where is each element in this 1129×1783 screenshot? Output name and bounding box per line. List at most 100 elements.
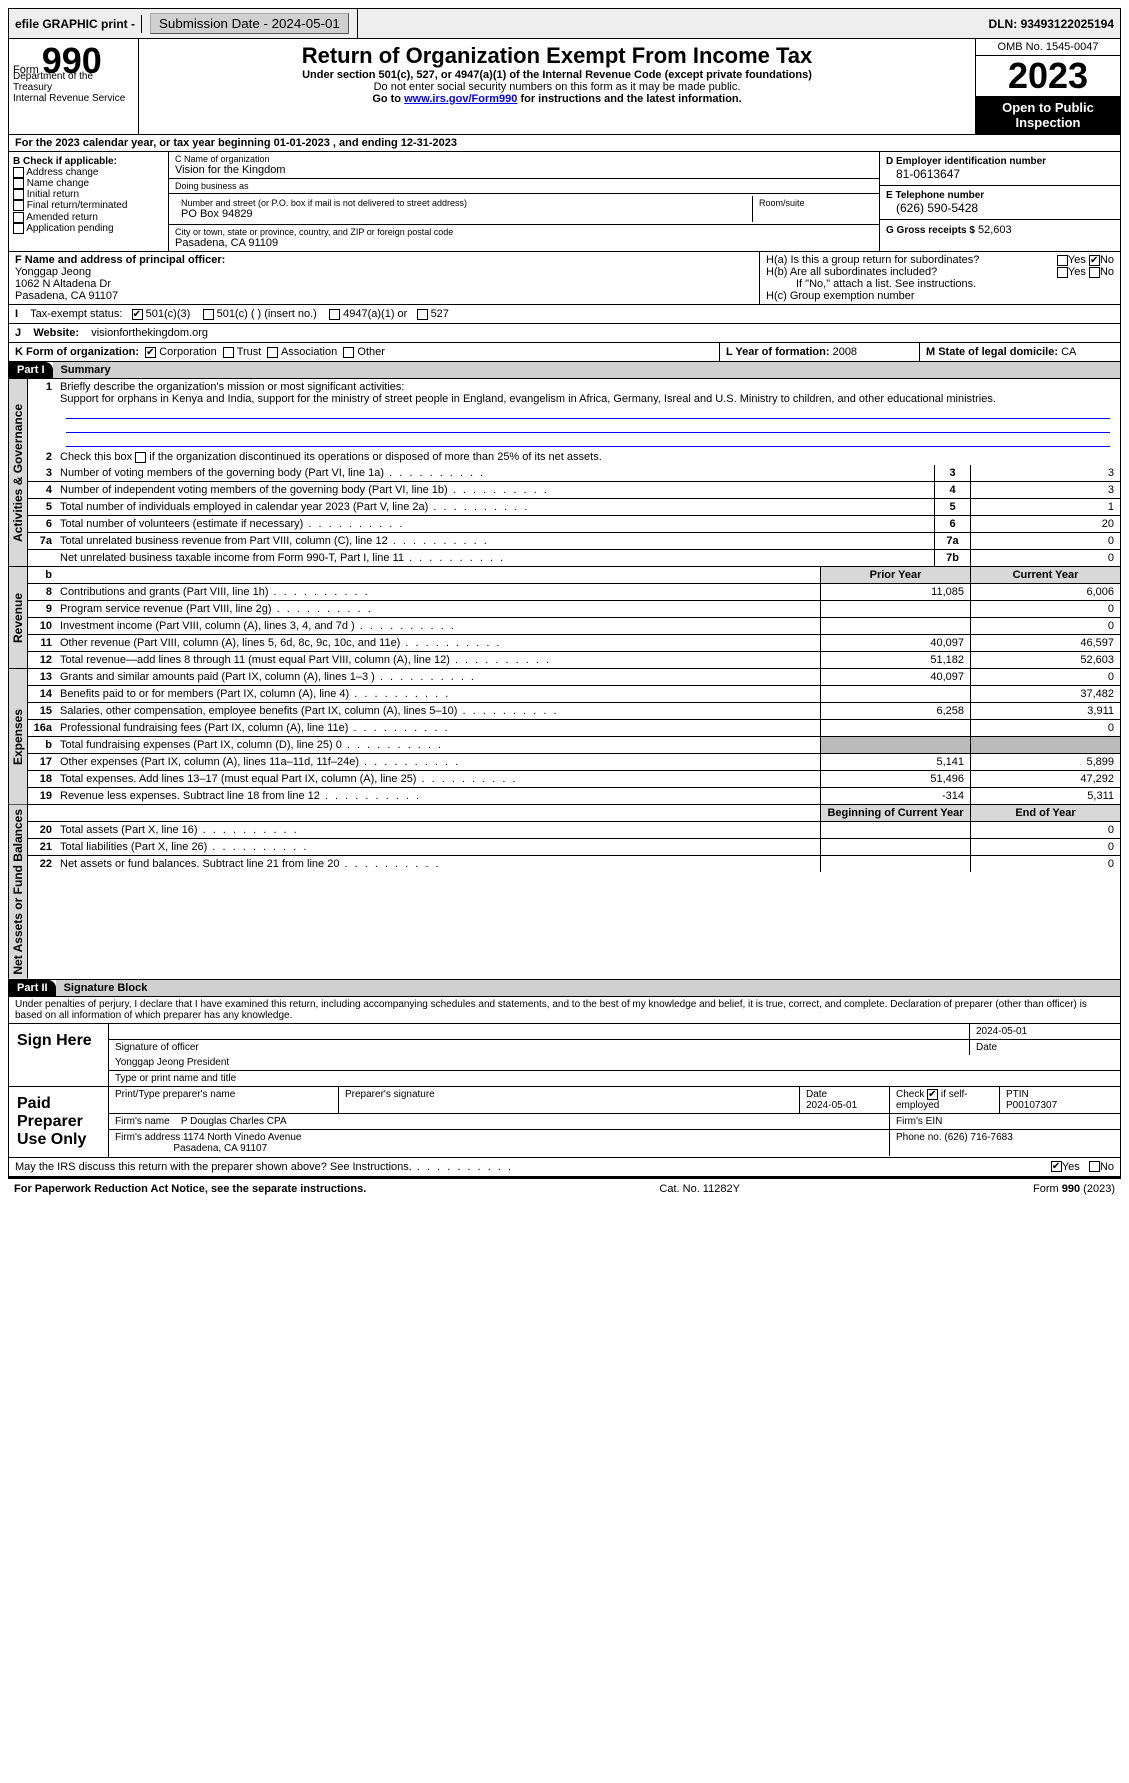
form-title: Return of Organization Exempt From Incom… xyxy=(143,43,971,69)
phone-value: (626) 590-5428 xyxy=(886,201,1114,215)
table-row: 19Revenue less expenses. Subtract line 1… xyxy=(28,788,1120,804)
officer-addr2: Pasadena, CA 91107 xyxy=(15,290,753,302)
table-row: 4Number of independent voting members of… xyxy=(28,482,1120,499)
goto-link-row: Go to www.irs.gov/Form990 for instructio… xyxy=(143,93,971,105)
section-c: C Name of organization Vision for the Ki… xyxy=(169,152,880,251)
corp-checkbox[interactable] xyxy=(145,347,156,358)
discuss-row: May the IRS discuss this return with the… xyxy=(8,1158,1121,1177)
section-b-checkbox[interactable] xyxy=(13,189,24,200)
section-b-item: Final return/terminated xyxy=(13,200,164,211)
table-row: 10Investment income (Part VIII, column (… xyxy=(28,618,1120,635)
efile-label: efile GRAPHIC print - xyxy=(9,15,142,33)
section-b-item: Name change xyxy=(13,178,164,189)
year-formation: 2008 xyxy=(833,346,857,358)
dln-cell: DLN: 93493122025194 xyxy=(983,15,1120,33)
table-row: 22Net assets or fund balances. Subtract … xyxy=(28,856,1120,872)
section-b-checkbox[interactable] xyxy=(13,223,24,234)
section-f: F Name and address of principal officer:… xyxy=(9,252,760,304)
ha-label: H(a) Is this a group return for subordin… xyxy=(766,254,979,266)
footer-cat: Cat. No. 11282Y xyxy=(659,1183,740,1195)
501c3-checkbox[interactable] xyxy=(132,309,143,320)
omb-number: OMB No. 1545-0047 xyxy=(976,39,1120,56)
hb-yes-checkbox[interactable] xyxy=(1057,267,1068,278)
open-public-badge: Open to Public Inspection xyxy=(976,96,1120,134)
section-h: H(a) Is this a group return for subordin… xyxy=(760,252,1120,304)
dba-label: Doing business as xyxy=(175,181,873,191)
hc-label: H(c) Group exemption number xyxy=(766,290,1114,302)
table-row: 15Salaries, other compensation, employee… xyxy=(28,703,1120,720)
name-title-label: Type or print name and title xyxy=(109,1071,1120,1086)
ha-yes-checkbox[interactable] xyxy=(1057,255,1068,266)
irs-link[interactable]: www.irs.gov/Form990 xyxy=(404,93,517,105)
line-a: For the 2023 calendar year, or tax year … xyxy=(8,135,1121,152)
begin-year-header: Beginning of Current Year xyxy=(820,805,970,821)
city-label: City or town, state or province, country… xyxy=(175,227,873,237)
ha-no-checkbox[interactable] xyxy=(1089,255,1100,266)
trust-checkbox[interactable] xyxy=(223,347,234,358)
gross-receipts-value: 52,603 xyxy=(978,224,1012,236)
row-j: J Website: visionforthekingdom.org xyxy=(8,324,1121,343)
hb-no-checkbox[interactable] xyxy=(1089,267,1100,278)
section-b-header: B Check if applicable: xyxy=(13,156,164,167)
org-name: Vision for the Kingdom xyxy=(175,164,873,176)
officer-name: Yonggap Jeong xyxy=(15,266,753,278)
other-checkbox[interactable] xyxy=(343,347,354,358)
part1-title: Summary xyxy=(53,362,1120,378)
table-row: 20Total assets (Part X, line 16)0 xyxy=(28,822,1120,839)
sig-officer-label: Signature of officer xyxy=(109,1040,970,1055)
section-b-checkbox[interactable] xyxy=(13,167,24,178)
section-b: B Check if applicable: Address change Na… xyxy=(9,152,169,251)
tax-year: 2023 xyxy=(976,56,1120,96)
501c-checkbox[interactable] xyxy=(203,309,214,320)
table-row: 8Contributions and grants (Part VIII, li… xyxy=(28,584,1120,601)
discuss-yes-checkbox[interactable] xyxy=(1051,1161,1062,1172)
table-row: 16aProfessional fundraising fees (Part I… xyxy=(28,720,1120,737)
section-b-item: Initial return xyxy=(13,189,164,200)
addr-label: Number and street (or P.O. box if mail i… xyxy=(181,198,746,208)
section-b-checkbox[interactable] xyxy=(13,200,24,211)
row-klm: K Form of organization: Corporation Trus… xyxy=(8,343,1121,362)
assoc-checkbox[interactable] xyxy=(267,347,278,358)
perjury-declaration: Under penalties of perjury, I declare th… xyxy=(8,997,1121,1024)
net-assets-section: Net Assets or Fund Balances Beginning of… xyxy=(8,805,1121,980)
table-row: bTotal fundraising expenses (Part IX, co… xyxy=(28,737,1120,754)
discuss-no-checkbox[interactable] xyxy=(1089,1161,1100,1172)
table-row: 13Grants and similar amounts paid (Part … xyxy=(28,669,1120,686)
ein-label: D Employer identification number xyxy=(886,156,1114,167)
table-row: 9Program service revenue (Part VIII, lin… xyxy=(28,601,1120,618)
section-b-checkbox[interactable] xyxy=(13,178,24,189)
phone-label: E Telephone number xyxy=(886,190,1114,201)
vtab-activities: Activities & Governance xyxy=(9,379,28,566)
table-row: Net unrelated business taxable income fr… xyxy=(28,550,1120,566)
vtab-expenses: Expenses xyxy=(9,669,28,804)
ein-value: 81-0613647 xyxy=(886,167,1114,181)
activities-governance-section: Activities & Governance 1 Briefly descri… xyxy=(8,379,1121,567)
firm-addr1: 1174 North Vinedo Avenue xyxy=(183,1132,301,1143)
dln-value: 93493122025194 xyxy=(1021,17,1114,31)
sign-here-label: Sign Here xyxy=(9,1024,109,1086)
table-row: 12Total revenue—add lines 8 through 11 (… xyxy=(28,652,1120,668)
table-row: 11Other revenue (Part VIII, column (A), … xyxy=(28,635,1120,652)
submission-date-button[interactable]: Submission Date - 2024-05-01 xyxy=(150,13,349,34)
table-row: 6Total number of volunteers (estimate if… xyxy=(28,516,1120,533)
row-i: I Tax-exempt status: 501(c)(3) 501(c) ( … xyxy=(8,305,1121,324)
org-name-label: C Name of organization xyxy=(175,154,873,164)
527-checkbox[interactable] xyxy=(417,309,428,320)
block-fh: F Name and address of principal officer:… xyxy=(8,252,1121,305)
part2-header: Part II xyxy=(9,980,56,996)
table-row: 7aTotal unrelated business revenue from … xyxy=(28,533,1120,550)
l2-checkbox[interactable] xyxy=(135,452,146,463)
hb-note: If "No," attach a list. See instructions… xyxy=(766,278,1114,290)
section-b-checkbox[interactable] xyxy=(13,212,24,223)
hb-label: H(b) Are all subordinates included? xyxy=(766,266,937,278)
footer-left: For Paperwork Reduction Act Notice, see … xyxy=(14,1183,366,1195)
prep-date: 2024-05-01 xyxy=(806,1100,857,1111)
expenses-section: Expenses 13Grants and similar amounts pa… xyxy=(8,669,1121,805)
paid-preparer-label: Paid Preparer Use Only xyxy=(9,1087,109,1157)
part2-title: Signature Block xyxy=(56,980,1120,996)
self-employed-checkbox[interactable] xyxy=(927,1089,938,1100)
firm-addr2: Pasadena, CA 91107 xyxy=(173,1143,267,1154)
signature-block: Sign Here 2024-05-01 Signature of office… xyxy=(8,1024,1121,1158)
section-b-item: Application pending xyxy=(13,223,164,234)
4947-checkbox[interactable] xyxy=(329,309,340,320)
